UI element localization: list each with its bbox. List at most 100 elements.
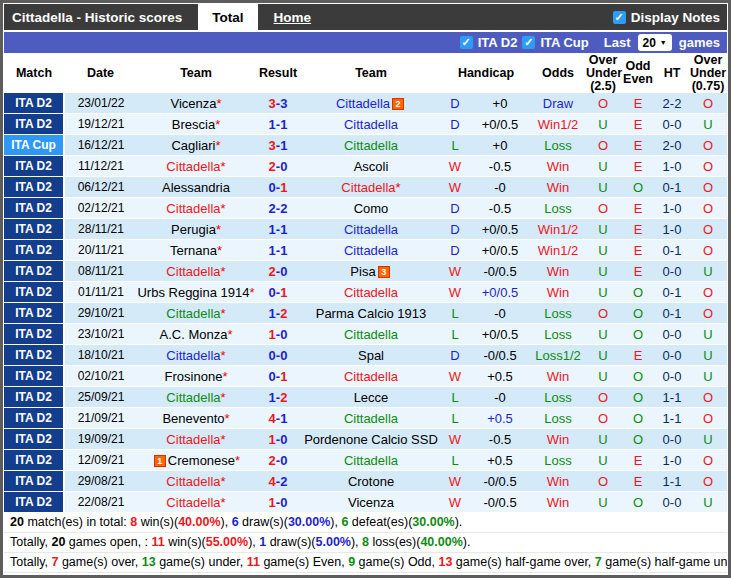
handicap-result-letter: W bbox=[441, 177, 469, 198]
match-row: ITA D229/10/21Cittadella*1-2Parma Calcio… bbox=[4, 303, 727, 324]
over-under-075-cell: U bbox=[689, 429, 727, 450]
handicap-result-letter: D bbox=[441, 114, 469, 135]
match-date: 02/10/21 bbox=[64, 366, 137, 387]
tab-home[interactable]: Home bbox=[258, 4, 328, 30]
over-under-25-cell: O bbox=[585, 387, 621, 408]
home-team: Cittadella* bbox=[137, 471, 255, 492]
full-time-score: 3-1 bbox=[255, 135, 301, 156]
full-time-score: 0-1 bbox=[255, 366, 301, 387]
full-time-score: 4-1 bbox=[255, 408, 301, 429]
summary-segment: 40.00% bbox=[178, 515, 220, 529]
half-time-score: 1-0 bbox=[655, 156, 689, 177]
table-header-row: Match Date Team Result Team Handicap Odd… bbox=[4, 53, 727, 93]
full-time-score: 4-2 bbox=[255, 471, 301, 492]
over-under-25-cell: U bbox=[585, 156, 621, 177]
full-time-score: 1-0 bbox=[255, 492, 301, 513]
summary-segment: game(s) Odd, bbox=[355, 555, 438, 569]
odds-result: Win1/2 bbox=[531, 114, 585, 135]
col-over-under-075: Over Under (0.75) bbox=[689, 53, 727, 93]
odd-even-cell: O bbox=[621, 282, 655, 303]
handicap-result-letter: W bbox=[441, 471, 469, 492]
league-cell: ITA D2 bbox=[4, 240, 64, 261]
ita-d2-checkbox-icon[interactable] bbox=[460, 36, 473, 49]
match-date: 20/11/21 bbox=[64, 240, 137, 261]
summary-segment: 13 bbox=[142, 555, 156, 569]
home-marker-star: * bbox=[222, 369, 227, 384]
odds-result: Loss bbox=[531, 135, 585, 156]
match-date: 23/01/22 bbox=[64, 93, 137, 114]
full-time-score: 1-2 bbox=[255, 387, 301, 408]
home-team: Brescia* bbox=[137, 114, 255, 135]
over-under-25-cell: U bbox=[585, 219, 621, 240]
summary-segment: game(s) under, bbox=[156, 555, 247, 569]
league-cell: ITA D2 bbox=[4, 471, 64, 492]
over-under-075-cell: U bbox=[689, 324, 727, 345]
app-window: Cittadella - Historic scores Total Home … bbox=[0, 0, 731, 578]
home-team: Frosinone* bbox=[137, 366, 255, 387]
league-cell: ITA D2 bbox=[4, 261, 64, 282]
full-time-score: 2-0 bbox=[255, 156, 301, 177]
summary-segment: 11 bbox=[152, 535, 165, 549]
home-marker-star: * bbox=[221, 390, 226, 405]
home-marker-star: * bbox=[221, 432, 226, 447]
display-notes-label: Display Notes bbox=[631, 10, 720, 25]
league-cell: ITA D2 bbox=[4, 345, 64, 366]
col-team-home: Team bbox=[137, 53, 255, 93]
tab-total[interactable]: Total bbox=[198, 4, 257, 30]
away-team: Cittadella bbox=[301, 324, 441, 345]
handicap-value: +0/0.5 bbox=[469, 240, 531, 261]
handicap-result-letter: D bbox=[441, 219, 469, 240]
half-time-score: 0-0 bbox=[655, 261, 689, 282]
display-notes-checkbox-icon[interactable] bbox=[613, 11, 626, 24]
odd-even-cell: O bbox=[621, 177, 655, 198]
match-date: 01/11/21 bbox=[64, 282, 137, 303]
over-under-25-cell: U bbox=[585, 177, 621, 198]
ita-d2-label: ITA D2 bbox=[478, 35, 518, 50]
half-time-score: 2-2 bbox=[655, 93, 689, 114]
home-team: Cittadella* bbox=[137, 156, 255, 177]
handicap-value: -0/0.5 bbox=[469, 492, 531, 513]
over-under-25-cell: U bbox=[585, 492, 621, 513]
handicap-result-letter: W bbox=[441, 429, 469, 450]
match-row: ITA D220/11/21Ternana*1-1CittadellaD+0/0… bbox=[4, 240, 727, 261]
home-marker-star: * bbox=[221, 495, 226, 510]
odds-result: Win bbox=[531, 177, 585, 198]
summary-segment: Totally, bbox=[10, 535, 51, 549]
match-row: ITA D219/09/21Cittadella*1-0Pordenone Ca… bbox=[4, 429, 727, 450]
match-date: 06/12/21 bbox=[64, 177, 137, 198]
match-row: ITA D223/10/21A.C. Monza*1-0CittadellaL+… bbox=[4, 324, 727, 345]
summary-line: Totally, 7 game(s) over, 13 game(s) unde… bbox=[4, 553, 727, 573]
away-team: Cittadella* bbox=[301, 177, 441, 198]
handicap-value: -0.5 bbox=[469, 429, 531, 450]
home-team: Cittadella* bbox=[137, 492, 255, 513]
league-cell: ITA D2 bbox=[4, 492, 64, 513]
summary-segment: loss(es)( bbox=[369, 535, 420, 549]
handicap-result-letter: W bbox=[441, 492, 469, 513]
summary-segment: 20 bbox=[10, 515, 24, 529]
ita-cup-checkbox-icon[interactable] bbox=[522, 36, 535, 49]
league-cell: ITA D2 bbox=[4, 219, 64, 240]
over-under-075-cell: U bbox=[689, 366, 727, 387]
chevron-down-icon: ▼ bbox=[660, 39, 667, 46]
away-team: Cittadella2 bbox=[301, 93, 441, 114]
summary-segment: draw(s)( bbox=[266, 535, 315, 549]
odd-even-cell: E bbox=[621, 471, 655, 492]
odds-result: Loss bbox=[531, 303, 585, 324]
over-under-075-cell: O bbox=[689, 219, 727, 240]
over-under-25-cell: O bbox=[585, 303, 621, 324]
handicap-result-letter: L bbox=[441, 450, 469, 471]
full-time-score: 0-1 bbox=[255, 177, 301, 198]
over-under-25-cell: U bbox=[585, 366, 621, 387]
full-time-score: 1-1 bbox=[255, 240, 301, 261]
ita-cup-label: ITA Cup bbox=[540, 35, 588, 50]
home-marker-star: * bbox=[227, 327, 232, 342]
summary-segment: game(s) over, bbox=[58, 555, 141, 569]
games-count-select[interactable]: 20 ▼ bbox=[638, 34, 672, 51]
odd-even-cell: E bbox=[621, 93, 655, 114]
odds-result: Win bbox=[531, 429, 585, 450]
handicap-result-letter: L bbox=[441, 324, 469, 345]
away-team: Vicenza bbox=[301, 492, 441, 513]
col-odd-even: Odd Even bbox=[621, 53, 655, 93]
match-row: ITA D221/09/21Benevento*4-1CittadellaL+0… bbox=[4, 408, 727, 429]
col-over-under-25: Over Under (2.5) bbox=[585, 53, 621, 93]
